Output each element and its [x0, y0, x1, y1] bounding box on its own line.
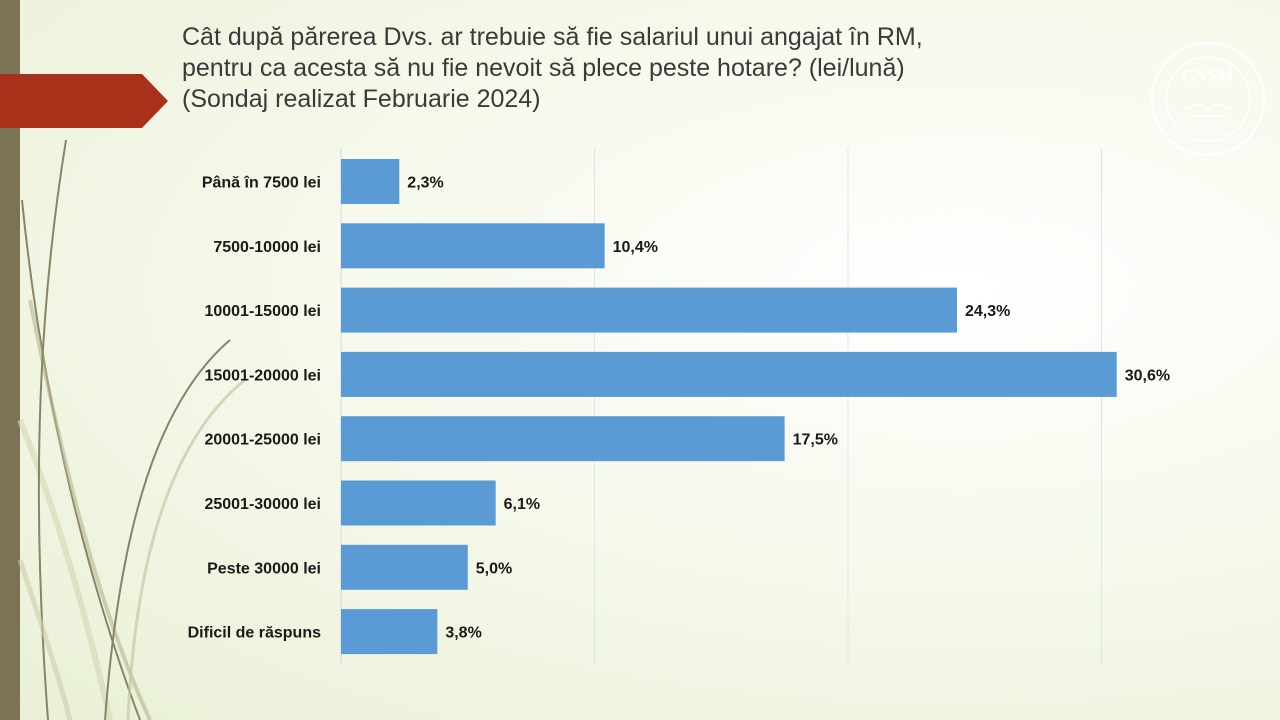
- bar: [341, 351, 1117, 397]
- category-label: 20001-25000 lei: [204, 432, 321, 449]
- logo-text: CNSM: [1181, 66, 1235, 85]
- category-label: Peste 30000 lei: [207, 560, 321, 577]
- category-label: 10001-15000 lei: [204, 303, 321, 320]
- bar: [341, 544, 468, 590]
- category-label: Până în 7500 lei: [202, 175, 321, 192]
- bar: [341, 159, 400, 204]
- category-label: 15001-20000 lei: [204, 367, 321, 384]
- category-label: 7500-10000 lei: [213, 239, 321, 256]
- category-label: Dificil de răspuns: [188, 625, 321, 642]
- title-line-3: (Sondaj realizat Februarie 2024): [182, 85, 541, 113]
- decorative-grass-lines: [17, 139, 246, 720]
- cnsm-logo-seal: CNSM: [1142, 38, 1274, 160]
- data-label: 10,4%: [613, 239, 658, 256]
- data-label: 24,3%: [965, 303, 1010, 320]
- data-label: 5,0%: [476, 560, 512, 577]
- data-label: 6,1%: [504, 496, 540, 513]
- slide-title: Cât după părerea Dvs. ar trebuie să fie …: [182, 22, 1082, 115]
- data-label: 2,3%: [407, 175, 443, 192]
- bar: [341, 287, 958, 333]
- seal-icon: [1150, 41, 1266, 157]
- data-label: 17,5%: [793, 432, 838, 449]
- bar: [341, 609, 438, 655]
- bar: [341, 480, 496, 526]
- category-label: 25001-30000 lei: [204, 496, 321, 513]
- side-band: [0, 0, 20, 720]
- data-label: 30,6%: [1125, 367, 1170, 384]
- title-line-1: Cât după părerea Dvs. ar trebuie să fie …: [182, 23, 923, 51]
- accent-arrow-flag: [0, 74, 168, 128]
- title-line-2: pentru ca acesta să nu fie nevoit să ple…: [182, 54, 905, 82]
- data-label: 3,8%: [445, 625, 481, 642]
- bar: [341, 223, 605, 269]
- bar: [341, 416, 785, 462]
